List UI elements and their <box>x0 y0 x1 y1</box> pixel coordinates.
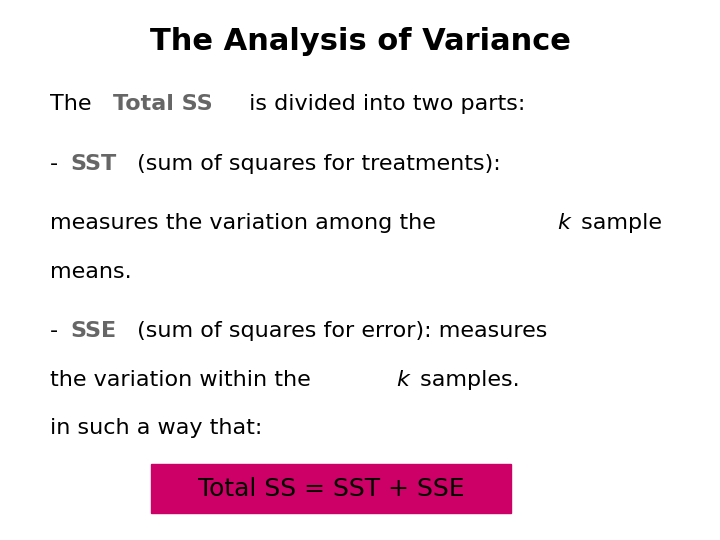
Text: The: The <box>50 94 99 114</box>
Text: The Analysis of Variance: The Analysis of Variance <box>150 27 570 56</box>
Text: Total SS: Total SS <box>113 94 213 114</box>
Text: -: - <box>50 321 66 341</box>
Text: k: k <box>557 213 570 233</box>
Text: is divided into two parts:: is divided into two parts: <box>242 94 525 114</box>
Text: Total SS = SST + SSE: Total SS = SST + SSE <box>198 477 464 501</box>
Text: means.: means. <box>50 262 132 282</box>
FancyBboxPatch shape <box>151 464 511 513</box>
Text: measures the variation among the: measures the variation among the <box>50 213 444 233</box>
Text: (sum of squares for error): measures: (sum of squares for error): measures <box>130 321 547 341</box>
Text: -: - <box>50 154 66 174</box>
Text: samples.: samples. <box>413 370 519 390</box>
Text: SST: SST <box>70 154 117 174</box>
Text: the variation within the: the variation within the <box>50 370 318 390</box>
Text: SSE: SSE <box>70 321 116 341</box>
Text: k: k <box>396 370 409 390</box>
Text: sample: sample <box>574 213 662 233</box>
Text: in such a way that:: in such a way that: <box>50 418 263 438</box>
Text: (sum of squares for treatments):: (sum of squares for treatments): <box>130 154 500 174</box>
